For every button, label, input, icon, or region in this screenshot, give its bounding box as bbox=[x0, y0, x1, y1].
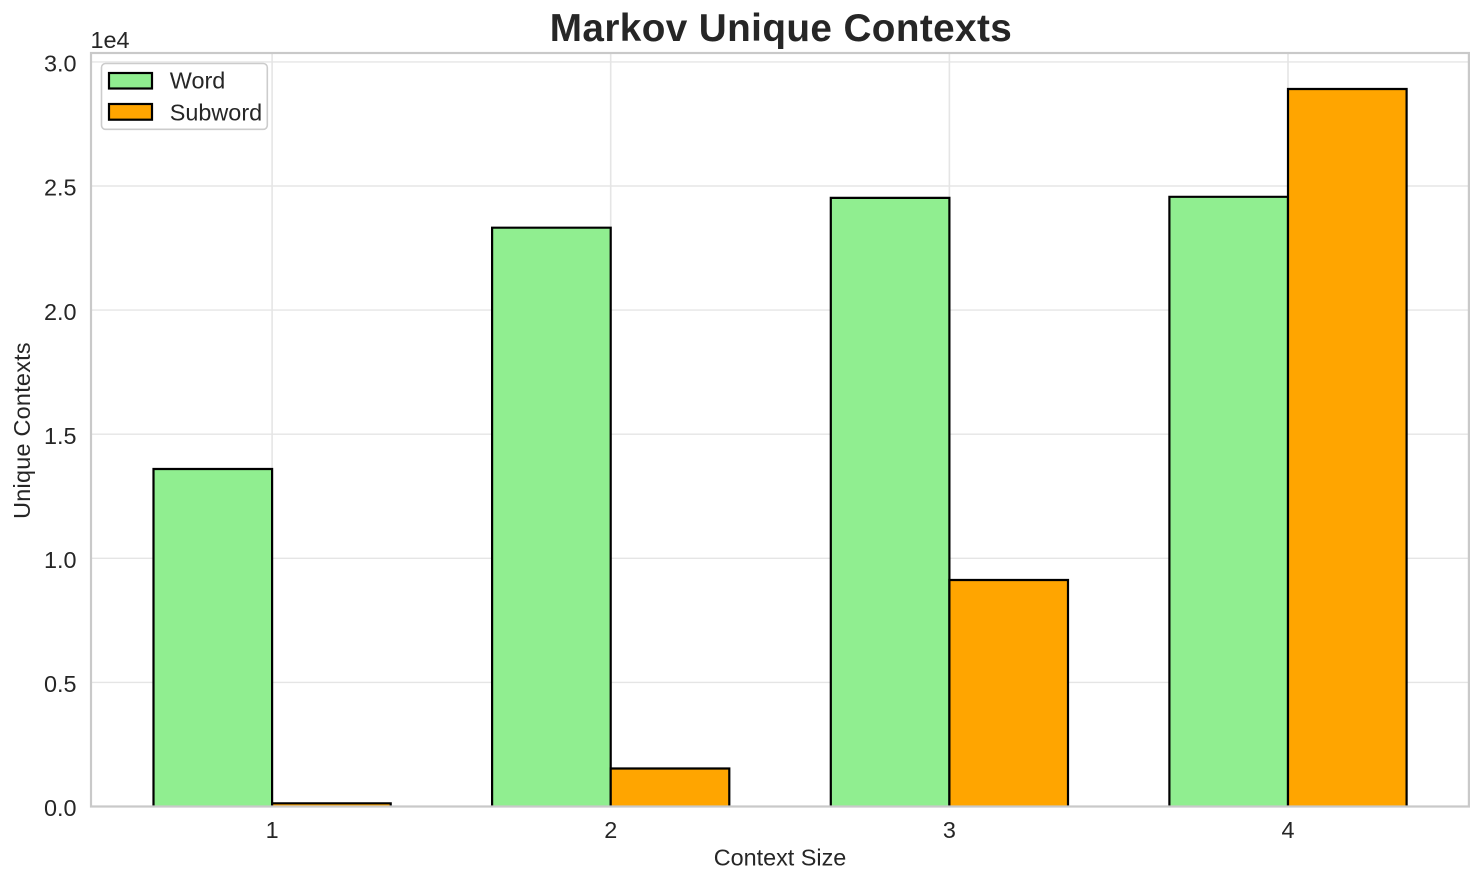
svg-text:1e4: 1e4 bbox=[91, 27, 130, 53]
svg-text:2: 2 bbox=[604, 817, 617, 843]
svg-text:Markov Unique Contexts: Markov Unique Contexts bbox=[550, 7, 1012, 50]
svg-text:2.5: 2.5 bbox=[44, 175, 77, 201]
svg-text:0.0: 0.0 bbox=[44, 795, 77, 821]
svg-text:3: 3 bbox=[943, 817, 956, 843]
svg-text:1: 1 bbox=[266, 817, 279, 843]
svg-text:2.0: 2.0 bbox=[44, 299, 77, 325]
svg-text:Context Size: Context Size bbox=[714, 845, 847, 871]
svg-text:4: 4 bbox=[1281, 817, 1294, 843]
svg-text:Unique Contexts: Unique Contexts bbox=[9, 342, 35, 519]
svg-text:Word: Word bbox=[170, 67, 225, 93]
svg-text:Subword: Subword bbox=[170, 100, 262, 126]
svg-text:3.0: 3.0 bbox=[44, 51, 77, 77]
svg-text:1.5: 1.5 bbox=[44, 423, 77, 449]
svg-text:1.0: 1.0 bbox=[44, 547, 77, 573]
svg-text:0.5: 0.5 bbox=[44, 671, 77, 697]
